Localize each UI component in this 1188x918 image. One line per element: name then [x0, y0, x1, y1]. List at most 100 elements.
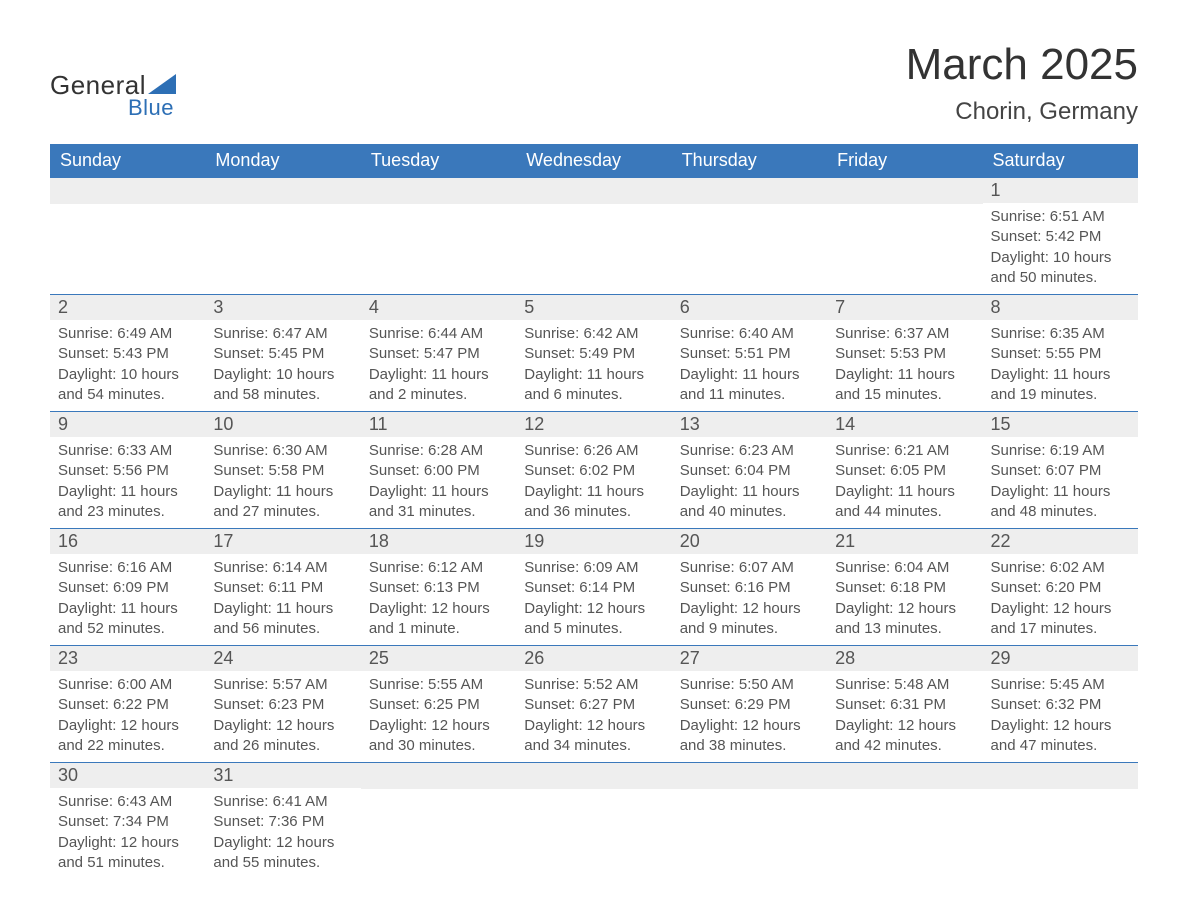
- day-day2: and 31 minutes.: [369, 502, 508, 522]
- day-details: Sunrise: 5:55 AMSunset: 6:25 PMDaylight:…: [361, 671, 516, 762]
- day-day2: and 17 minutes.: [991, 619, 1130, 639]
- day-sunset: Sunset: 6:00 PM: [369, 461, 508, 481]
- day-day2: and 50 minutes.: [991, 268, 1130, 288]
- calendar-row: 30Sunrise: 6:43 AMSunset: 7:34 PMDayligh…: [50, 763, 1138, 880]
- day-sunrise: Sunrise: 6:00 AM: [58, 675, 197, 695]
- day-details: Sunrise: 6:43 AMSunset: 7:34 PMDaylight:…: [50, 788, 205, 879]
- day-number: 25: [361, 646, 516, 671]
- calendar-day: 12Sunrise: 6:26 AMSunset: 6:02 PMDayligh…: [516, 412, 671, 529]
- calendar-empty: [827, 763, 982, 880]
- day-sunrise: Sunrise: 6:21 AM: [835, 441, 974, 461]
- calendar-day: 20Sunrise: 6:07 AMSunset: 6:16 PMDayligh…: [672, 529, 827, 646]
- day-number: 8: [983, 295, 1138, 320]
- day-day2: and 22 minutes.: [58, 736, 197, 756]
- calendar-empty: [205, 178, 360, 295]
- empty-daynum: [672, 763, 827, 789]
- calendar-day: 8Sunrise: 6:35 AMSunset: 5:55 PMDaylight…: [983, 295, 1138, 412]
- calendar-day: 23Sunrise: 6:00 AMSunset: 6:22 PMDayligh…: [50, 646, 205, 763]
- day-details: Sunrise: 6:07 AMSunset: 6:16 PMDaylight:…: [672, 554, 827, 645]
- calendar-body: 1Sunrise: 6:51 AMSunset: 5:42 PMDaylight…: [50, 178, 1138, 880]
- day-day2: and 13 minutes.: [835, 619, 974, 639]
- day-details: Sunrise: 6:09 AMSunset: 6:14 PMDaylight:…: [516, 554, 671, 645]
- day-day1: Daylight: 11 hours: [213, 482, 352, 502]
- day-details: Sunrise: 6:19 AMSunset: 6:07 PMDaylight:…: [983, 437, 1138, 528]
- day-day2: and 54 minutes.: [58, 385, 197, 405]
- calendar-empty: [361, 178, 516, 295]
- calendar-day: 25Sunrise: 5:55 AMSunset: 6:25 PMDayligh…: [361, 646, 516, 763]
- day-number: 3: [205, 295, 360, 320]
- day-sunrise: Sunrise: 6:12 AM: [369, 558, 508, 578]
- day-day1: Daylight: 12 hours: [213, 716, 352, 736]
- day-number: 23: [50, 646, 205, 671]
- empty-daynum: [672, 178, 827, 204]
- day-sunset: Sunset: 7:36 PM: [213, 812, 352, 832]
- day-details: Sunrise: 6:51 AMSunset: 5:42 PMDaylight:…: [983, 203, 1138, 294]
- day-details: Sunrise: 5:48 AMSunset: 6:31 PMDaylight:…: [827, 671, 982, 762]
- day-number: 4: [361, 295, 516, 320]
- weekday-header: Monday: [205, 144, 360, 178]
- day-details: Sunrise: 6:30 AMSunset: 5:58 PMDaylight:…: [205, 437, 360, 528]
- day-details: Sunrise: 5:57 AMSunset: 6:23 PMDaylight:…: [205, 671, 360, 762]
- calendar-day: 7Sunrise: 6:37 AMSunset: 5:53 PMDaylight…: [827, 295, 982, 412]
- day-number: 20: [672, 529, 827, 554]
- day-day2: and 51 minutes.: [58, 853, 197, 873]
- day-day1: Daylight: 11 hours: [369, 365, 508, 385]
- day-day1: Daylight: 10 hours: [213, 365, 352, 385]
- day-sunset: Sunset: 6:04 PM: [680, 461, 819, 481]
- day-sunrise: Sunrise: 6:33 AM: [58, 441, 197, 461]
- day-day2: and 56 minutes.: [213, 619, 352, 639]
- day-sunset: Sunset: 6:23 PM: [213, 695, 352, 715]
- page-title: March 2025: [906, 40, 1138, 90]
- day-sunrise: Sunrise: 6:47 AM: [213, 324, 352, 344]
- weekday-row: SundayMondayTuesdayWednesdayThursdayFrid…: [50, 144, 1138, 178]
- day-day1: Daylight: 12 hours: [524, 599, 663, 619]
- day-day1: Daylight: 11 hours: [58, 482, 197, 502]
- day-day1: Daylight: 11 hours: [835, 365, 974, 385]
- triangle-icon: [148, 74, 176, 94]
- day-day1: Daylight: 12 hours: [524, 716, 663, 736]
- day-sunset: Sunset: 5:43 PM: [58, 344, 197, 364]
- day-details: Sunrise: 6:37 AMSunset: 5:53 PMDaylight:…: [827, 320, 982, 411]
- day-details: Sunrise: 6:26 AMSunset: 6:02 PMDaylight:…: [516, 437, 671, 528]
- calendar-day: 11Sunrise: 6:28 AMSunset: 6:00 PMDayligh…: [361, 412, 516, 529]
- calendar-head: SundayMondayTuesdayWednesdayThursdayFrid…: [50, 144, 1138, 178]
- day-sunset: Sunset: 5:56 PM: [58, 461, 197, 481]
- calendar-day: 29Sunrise: 5:45 AMSunset: 6:32 PMDayligh…: [983, 646, 1138, 763]
- day-sunset: Sunset: 6:27 PM: [524, 695, 663, 715]
- day-day1: Daylight: 11 hours: [213, 599, 352, 619]
- calendar-empty: [827, 178, 982, 295]
- calendar-empty: [516, 763, 671, 880]
- day-day2: and 9 minutes.: [680, 619, 819, 639]
- day-sunset: Sunset: 6:09 PM: [58, 578, 197, 598]
- day-day2: and 30 minutes.: [369, 736, 508, 756]
- day-day2: and 55 minutes.: [213, 853, 352, 873]
- calendar-empty: [50, 178, 205, 295]
- empty-daynum: [983, 763, 1138, 789]
- day-number: 21: [827, 529, 982, 554]
- day-sunset: Sunset: 6:25 PM: [369, 695, 508, 715]
- day-details: Sunrise: 6:42 AMSunset: 5:49 PMDaylight:…: [516, 320, 671, 411]
- day-number: 13: [672, 412, 827, 437]
- day-day2: and 19 minutes.: [991, 385, 1130, 405]
- day-day1: Daylight: 12 hours: [680, 599, 819, 619]
- day-number: 17: [205, 529, 360, 554]
- day-day2: and 11 minutes.: [680, 385, 819, 405]
- day-sunset: Sunset: 6:02 PM: [524, 461, 663, 481]
- calendar-day: 31Sunrise: 6:41 AMSunset: 7:36 PMDayligh…: [205, 763, 360, 880]
- day-details: Sunrise: 6:04 AMSunset: 6:18 PMDaylight:…: [827, 554, 982, 645]
- day-day1: Daylight: 11 hours: [991, 482, 1130, 502]
- day-details: Sunrise: 5:45 AMSunset: 6:32 PMDaylight:…: [983, 671, 1138, 762]
- day-day2: and 26 minutes.: [213, 736, 352, 756]
- day-sunrise: Sunrise: 5:48 AM: [835, 675, 974, 695]
- day-day1: Daylight: 10 hours: [991, 248, 1130, 268]
- day-sunset: Sunset: 6:18 PM: [835, 578, 974, 598]
- calendar-row: 16Sunrise: 6:16 AMSunset: 6:09 PMDayligh…: [50, 529, 1138, 646]
- day-sunrise: Sunrise: 6:51 AM: [991, 207, 1130, 227]
- day-number: 24: [205, 646, 360, 671]
- day-details: Sunrise: 6:00 AMSunset: 6:22 PMDaylight:…: [50, 671, 205, 762]
- day-day1: Daylight: 11 hours: [680, 482, 819, 502]
- day-day2: and 34 minutes.: [524, 736, 663, 756]
- day-sunrise: Sunrise: 6:44 AM: [369, 324, 508, 344]
- day-day2: and 58 minutes.: [213, 385, 352, 405]
- day-sunset: Sunset: 6:31 PM: [835, 695, 974, 715]
